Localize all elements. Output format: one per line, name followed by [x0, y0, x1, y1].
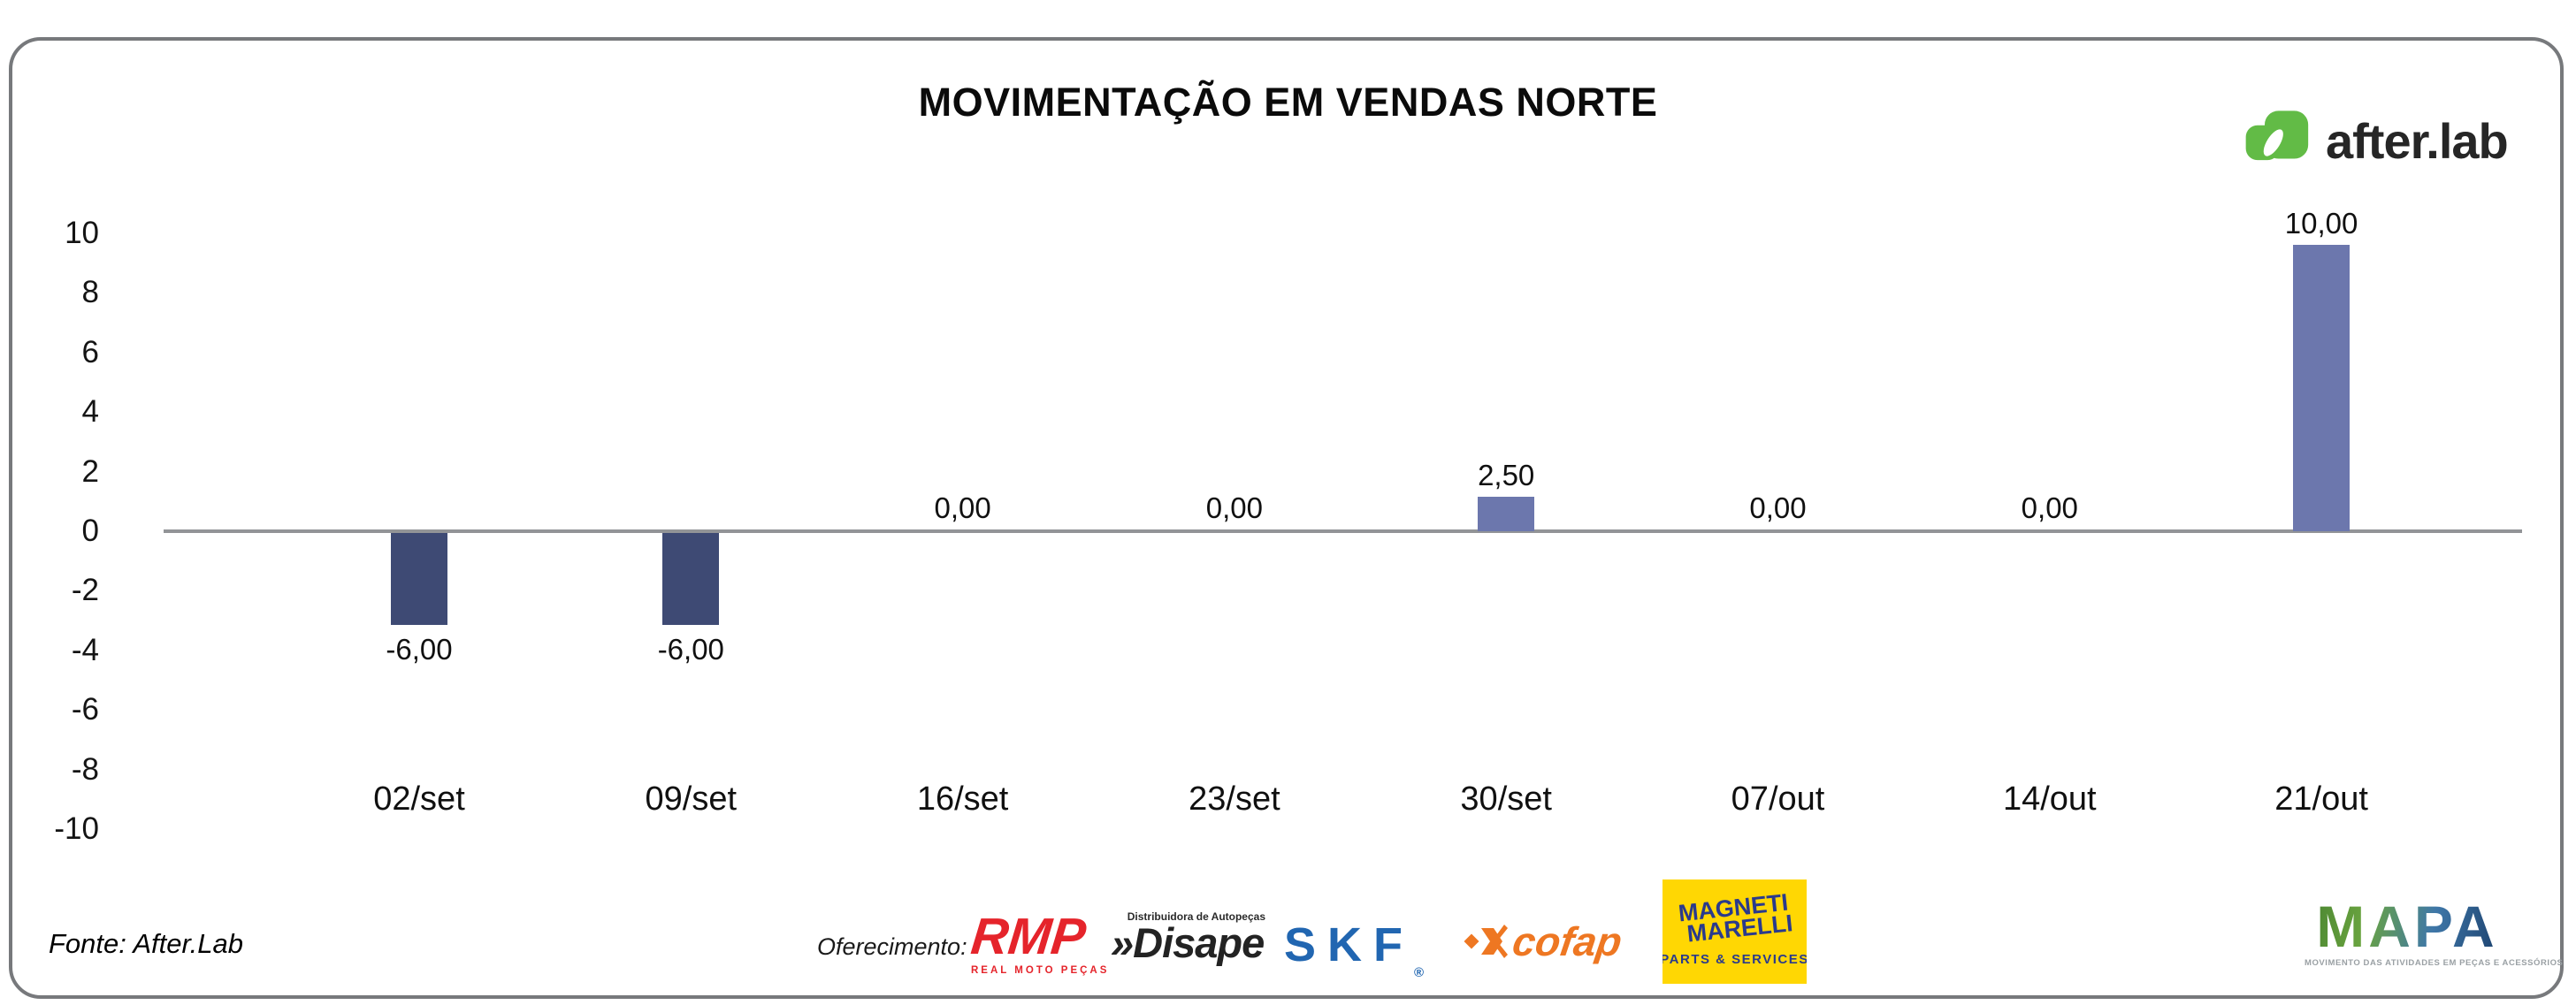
y-tick-label: -4	[71, 632, 99, 667]
mapa-caption: MOVIMENTO DAS ATIVIDADES EM PEÇAS E ACES…	[2305, 958, 2564, 968]
y-tick-label: 0	[81, 514, 99, 548]
cofap-x-icon	[1464, 925, 1508, 958]
x-tick-label: 07/out	[1731, 780, 1825, 818]
registered-mark: ®	[1414, 965, 1425, 980]
x-tick-label: 14/out	[2002, 780, 2097, 818]
afterlab-leaf-icon	[2245, 110, 2309, 161]
y-tick-label: -8	[71, 751, 99, 787]
mapa-logo: MAPA MOVIMENTO DAS ATIVIDADES EM PEÇAS E…	[2305, 896, 2564, 968]
disape-logo: Distribuidora de Autopeças »Disape	[1111, 910, 1265, 963]
y-tick-label: 4	[81, 394, 99, 430]
rmp-wordmark: RMP	[968, 908, 1089, 965]
magneti-marelli-logo: MAGNETI MARELLI PARTS & SERVICES	[1663, 879, 1807, 984]
value-label: 0,00	[1749, 491, 1807, 524]
y-tick-label: 10	[65, 216, 99, 250]
x-tick-label: 23/set	[1189, 780, 1280, 818]
rmp-logo: RMP REAL MOTO PEÇAS	[968, 908, 1110, 976]
magneti-marelli-wordmark: MAGNETI MARELLI	[1677, 888, 1794, 948]
sponsor-label: Oferecimento:	[817, 933, 967, 960]
skf-logo: SKF®	[1284, 918, 1425, 980]
afterlab-logo: after.lab	[2244, 108, 2509, 173]
value-label: -6,00	[657, 633, 724, 666]
afterlab-wordmark: after.lab	[2326, 112, 2509, 169]
value-label: 2,50	[1478, 459, 1535, 491]
x-tick-label: 09/set	[645, 780, 738, 818]
value-label: 0,00	[2021, 491, 2078, 524]
bar	[2293, 245, 2351, 531]
disape-wordmark: »Disape	[1111, 919, 1265, 966]
x-tick-label: 30/set	[1460, 780, 1552, 818]
value-label: -6,00	[386, 633, 453, 666]
x-tick-label: 02/set	[373, 780, 465, 818]
x-tick-label: 16/set	[916, 780, 1009, 818]
rmp-subtitle: REAL MOTO PEÇAS	[971, 965, 1110, 976]
x-tick-label: 21/out	[2274, 780, 2368, 818]
y-tick-label: -10	[54, 811, 99, 846]
y-tick-label: 8	[81, 275, 99, 310]
cofap-logo: cofap	[1464, 917, 1625, 965]
chart-title: MOVIMENTAÇÃO EM VENDAS NORTE	[918, 80, 1658, 125]
y-tick-label: -2	[71, 573, 99, 608]
y-tick-label: 6	[81, 334, 99, 369]
mapa-wordmark: MAPA	[2305, 896, 2510, 956]
value-label: 0,00	[1205, 491, 1263, 524]
value-label: 10,00	[2284, 207, 2358, 240]
bar	[662, 533, 720, 625]
bar	[1478, 497, 1535, 531]
source-note: Fonte: After.Lab	[49, 928, 243, 959]
zero-axis-line	[164, 529, 2522, 533]
y-tick-label: 2	[81, 453, 99, 489]
bar	[391, 533, 447, 625]
cofap-wordmark: cofap	[1510, 918, 1625, 964]
disape-tagline: Distribuidora de Autopeças	[1127, 910, 1265, 923]
value-label: 0,00	[934, 491, 991, 524]
magneti-marelli-parts-services: PARTS & SERVICES	[1663, 951, 1807, 967]
chart-card	[9, 37, 2564, 999]
y-tick-label: -6	[71, 692, 99, 727]
disape-chevrons-icon: »	[1111, 919, 1134, 966]
